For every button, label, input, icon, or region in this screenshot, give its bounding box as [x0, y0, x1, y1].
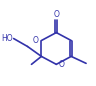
Text: O: O — [59, 60, 65, 69]
Text: O: O — [33, 36, 39, 45]
Text: O: O — [53, 10, 59, 19]
Text: HO: HO — [1, 34, 13, 43]
